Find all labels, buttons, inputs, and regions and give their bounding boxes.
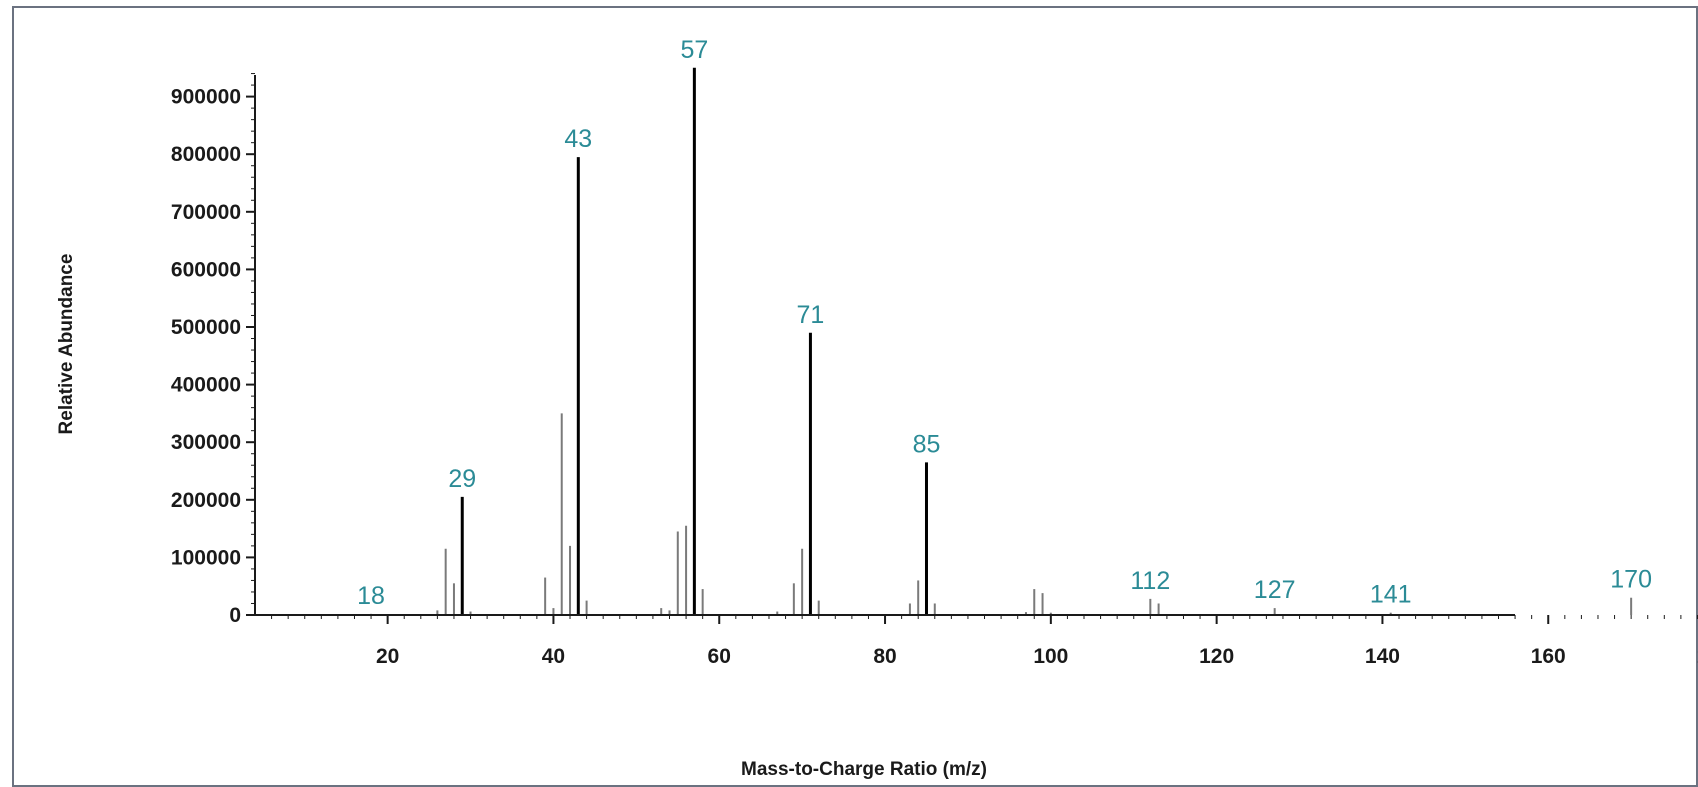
y-tick-label: 200000: [171, 489, 241, 512]
x-tick-label: 100: [1033, 645, 1068, 668]
y-tick-label: 500000: [171, 316, 241, 339]
peaks-layer: [370, 67, 1633, 615]
peak-label-112: 112: [1130, 567, 1170, 595]
peak-label-29: 29: [448, 465, 476, 493]
y-tick-label: 600000: [171, 258, 241, 281]
x-tick-label: 180: [1697, 645, 1698, 668]
x-tick-label: 120: [1199, 645, 1234, 668]
peak-labels: 182943577185112127141170281: [357, 36, 1652, 610]
peak-label-127: 127: [1254, 576, 1296, 604]
x-tick-label: 20: [376, 645, 399, 668]
y-tick-label: 900000: [171, 86, 241, 109]
x-tick-label: 40: [542, 645, 565, 668]
peak-label-170: 170: [1610, 566, 1652, 594]
y-tick-label: 400000: [171, 374, 241, 397]
chart-frame: [12, 6, 1698, 787]
x-tick-label: 80: [873, 645, 896, 668]
peak-label-141: 141: [1370, 581, 1412, 609]
peak-label-71: 71: [797, 301, 825, 329]
y-minor-ticks: [251, 73, 255, 616]
peak-label-57: 57: [680, 36, 708, 64]
y-axis-title: Relative Abundance: [56, 254, 77, 435]
x-tick-label: 160: [1531, 645, 1566, 668]
x-tick-label: 140: [1365, 645, 1400, 668]
peak-label-18: 18: [357, 582, 385, 610]
y-tick-label: 0: [229, 604, 241, 627]
x-ticks: 20406080100120140160180200220240260280: [376, 615, 1698, 668]
y-tick-label: 700000: [171, 201, 241, 224]
peak-label-85: 85: [913, 430, 941, 458]
x-axis-title: Mass-to-Charge Ratio (m/z): [741, 759, 987, 780]
peak-label-43: 43: [564, 125, 592, 153]
y-tick-label: 800000: [171, 143, 241, 166]
y-tick-label: 100000: [171, 546, 241, 569]
x-tick-label: 60: [708, 645, 731, 668]
y-tick-label: 300000: [171, 431, 241, 454]
y-ticks: 0 100000 200000 300000 400000 500000 600000 700…: [171, 86, 255, 627]
